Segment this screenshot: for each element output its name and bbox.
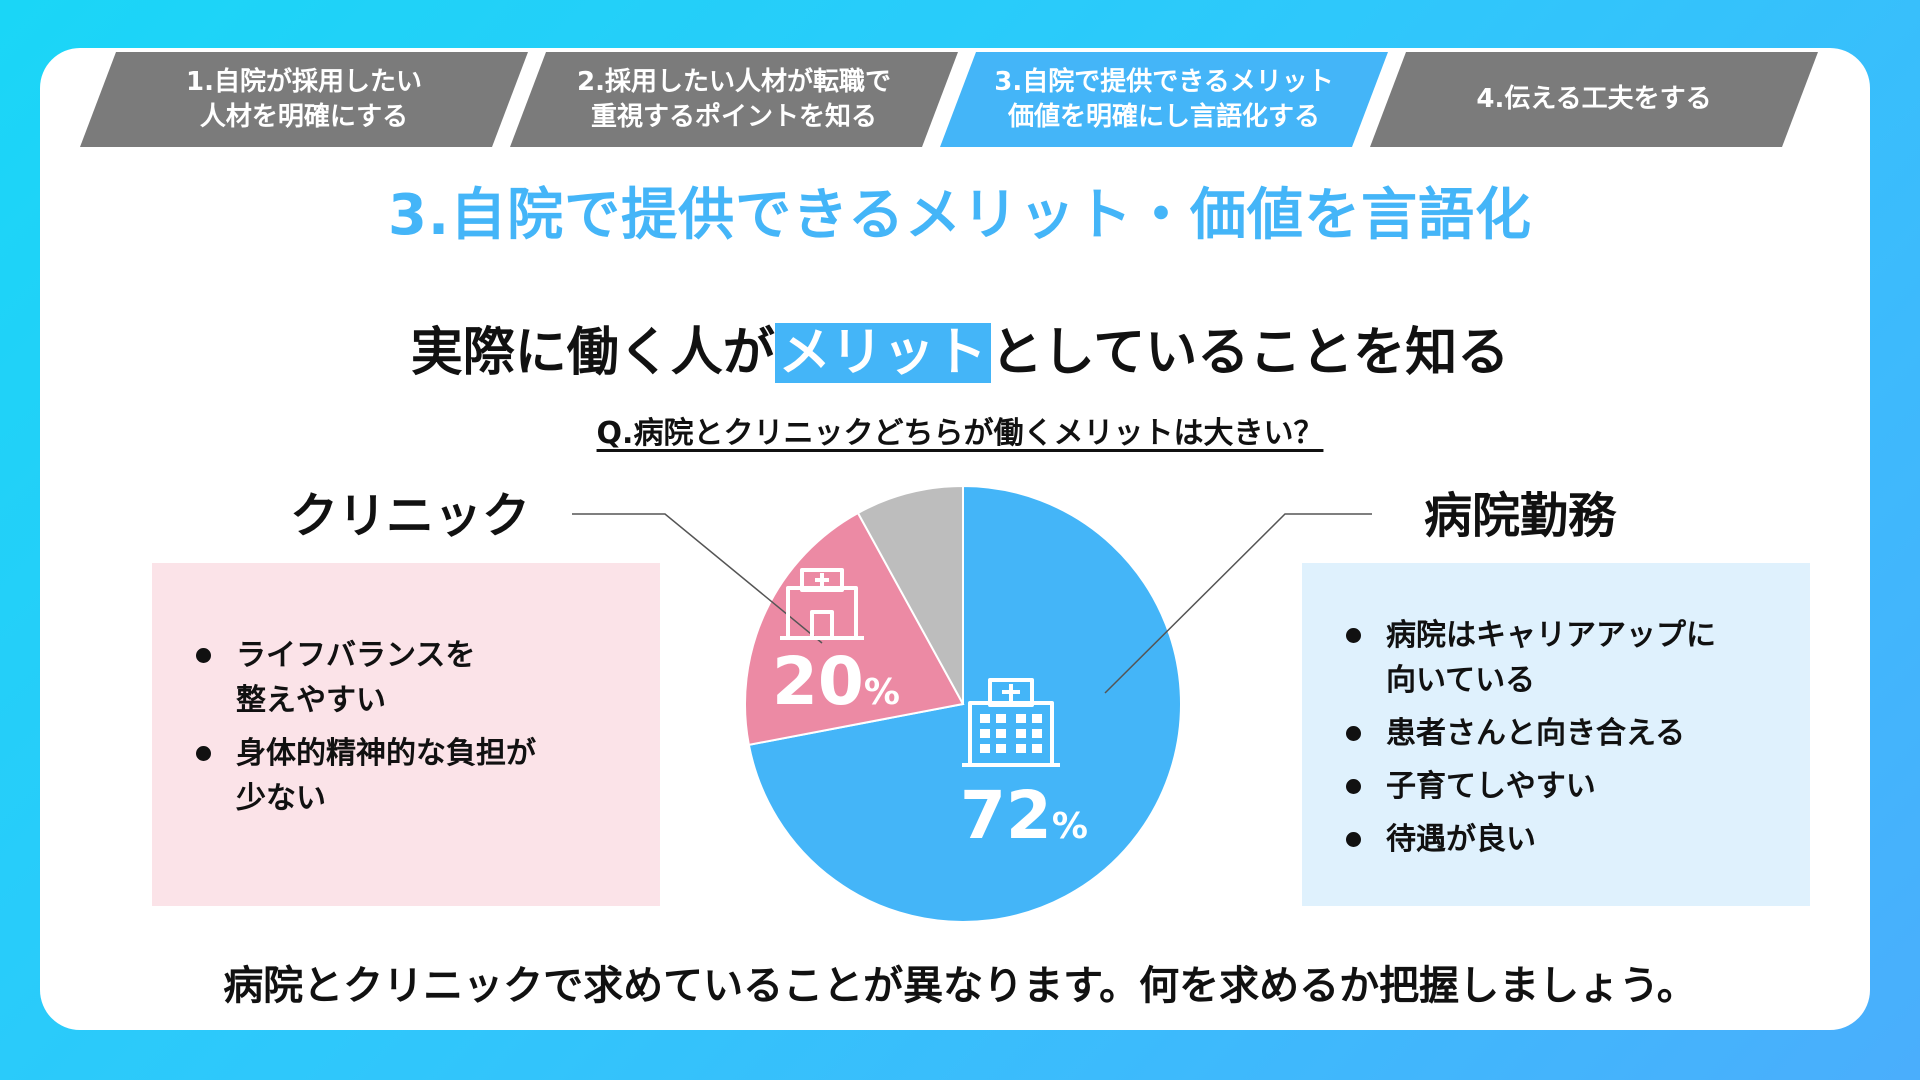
hospital-percent-unit: % — [1052, 806, 1088, 847]
question-text: Q.病院とクリニックどちらが働くメリットは大きい？ — [596, 416, 1324, 451]
clinic-percent-unit: % — [864, 672, 900, 713]
clinic-point: ライフバランスを 整えやすい — [196, 633, 536, 723]
clinic-building-icon — [780, 568, 864, 640]
hospital-point: 子育てしやすい — [1346, 764, 1716, 809]
section-title: 3.自院で提供できるメリット・価値を言語化 — [387, 183, 1533, 248]
pie-slice-other — [856, 484, 964, 705]
clinic-leader-line — [572, 513, 823, 644]
hospital-label: 病院勤務 — [1424, 488, 1617, 544]
clinic-panel: ライフバランスを 整えやすい 身体的精神的な負担が 少ない — [152, 563, 660, 906]
headline-highlight: メリット — [774, 323, 991, 383]
clinic-percent-num: 20 — [772, 643, 864, 720]
step-4[interactable]: 4.伝える工夫をする — [1370, 52, 1818, 147]
hospital-leader-line — [1104, 513, 1372, 694]
hospital-point: 待遇が良い — [1346, 817, 1716, 862]
headline-before: 実際に働く人が — [410, 323, 775, 383]
hospital-point: 患者さんと向き合える — [1346, 711, 1716, 756]
step-3-active[interactable]: 3.自院で提供できるメリット 価値を明確にし言語化する — [940, 52, 1388, 147]
hospital-panel: 病院はキャリアアップに 向いている 患者さんと向き合える 子育てしやすい 待遇が… — [1302, 563, 1810, 906]
pie-slices — [744, 484, 1182, 923]
step-2[interactable]: 2.採用したい人材が転職で 重視するポイントを知る — [510, 52, 958, 147]
clinic-points: ライフバランスを 整えやすい 身体的精神的な負担が 少ない — [196, 633, 536, 829]
step-1[interactable]: 1.自院が採用したい 人材を明確にする — [80, 52, 528, 147]
pie-slice-hospital — [747, 484, 1182, 923]
hospital-point: 病院はキャリアアップに 向いている — [1346, 613, 1716, 703]
question: Q.病院とクリニックどちらが働くメリットは大きい？ — [0, 408, 1920, 452]
clinic-label: クリニック — [290, 488, 531, 544]
clinic-percent-label: 20% — [772, 643, 900, 720]
hospital-percent-num: 72 — [960, 777, 1052, 854]
bottom-message: 病院とクリニックで求めていることが異なります。何を求めるか把握しましょう。 — [223, 963, 1697, 1009]
headline: 実際に働く人がメリットとしていることを知る — [0, 310, 1920, 385]
clinic-point: 身体的精神的な負担が 少ない — [196, 731, 536, 821]
step-navigation: 1.自院が採用したい 人材を明確にする 2.採用したい人材が転職で 重視するポイ… — [80, 52, 1820, 147]
hospital-building-icon — [962, 678, 1060, 767]
hospital-points: 病院はキャリアアップに 向いている 患者さんと向き合える 子育てしやすい 待遇が… — [1346, 613, 1716, 870]
hospital-percent-label: 72% — [960, 777, 1088, 854]
headline-after: としていることを知る — [990, 323, 1510, 383]
